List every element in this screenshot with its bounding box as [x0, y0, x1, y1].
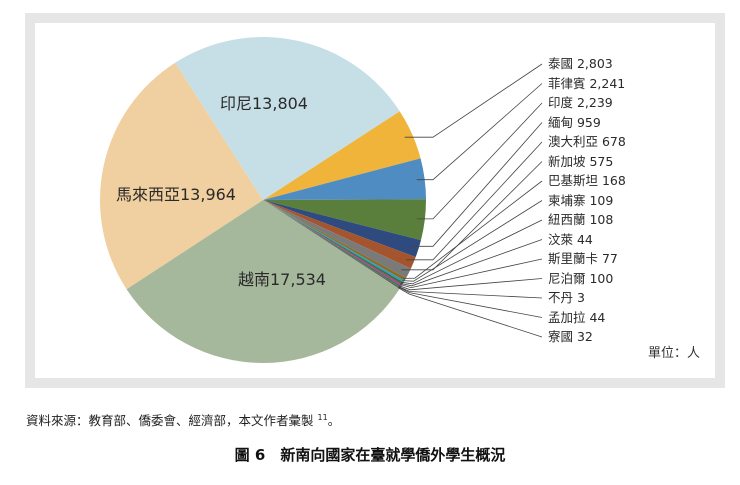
pie-slice-4	[263, 158, 426, 200]
slice-label: 孟加拉 44	[548, 309, 606, 325]
leader-line	[402, 200, 543, 282]
slice-label: 緬甸 959	[548, 114, 601, 130]
pie-slice-0	[126, 200, 400, 363]
slice-label: 菲律賓 2,241	[548, 75, 626, 91]
pie-slice-1	[100, 62, 263, 290]
leader-line	[398, 286, 543, 299]
pie-slice-11	[263, 200, 404, 285]
leader-line	[399, 278, 543, 291]
slice-inner-label: 越南17,534	[238, 270, 326, 289]
slice-label: 紐西蘭 108	[548, 212, 614, 227]
slice-label: 巴基斯坦 168	[548, 173, 626, 188]
slice-label: 新加坡 575	[548, 153, 614, 169]
figure-title: 圖 6 新南向國家在臺就學僑外學生概況	[234, 446, 506, 464]
leader-line	[404, 63, 543, 138]
footnote-ref: 11	[317, 412, 328, 422]
pie-slice-5	[263, 199, 427, 241]
slice-label: 澳大利亞 678	[548, 134, 626, 149]
slice-label: 泰國 2,803	[548, 56, 613, 71]
slice-inner-label: 馬來西亞13,964	[116, 185, 236, 204]
leader-line	[416, 83, 543, 181]
slice-label: 尼泊爾 100	[548, 270, 614, 286]
slice-inner-label: 印尼13,804	[220, 94, 308, 113]
leader-line	[397, 287, 543, 338]
pie-chart	[100, 37, 543, 363]
pie-slice-17	[263, 200, 400, 289]
leader-line	[401, 161, 543, 271]
pie-slice-13	[263, 200, 403, 287]
leader-line	[398, 286, 543, 318]
leader-line	[406, 141, 543, 261]
slice-label: 印度 2,239	[548, 95, 613, 110]
leader-line	[399, 258, 543, 289]
pie-slice-10	[263, 200, 405, 283]
pie-slice-2	[175, 37, 400, 201]
pie-slice-9	[263, 200, 407, 281]
slice-label: 不丹 3	[548, 290, 585, 305]
slice-label: 柬埔寨 109	[548, 192, 614, 208]
pie-slice-3	[263, 111, 421, 200]
leader-line	[400, 239, 543, 287]
pie-slice-7	[263, 200, 416, 269]
leader-line	[403, 180, 543, 279]
slice-label: 汶萊 44	[548, 231, 593, 247]
pie-slice-15	[263, 200, 401, 288]
pie-slice-16	[263, 200, 401, 289]
slice-label: 斯里蘭卡 77	[548, 251, 618, 266]
source-note: 資料來源：教育部、僑委會、經濟部，本文作者彙製 11。	[26, 410, 340, 429]
pie-slice-14	[263, 200, 402, 288]
leader-line	[410, 122, 543, 247]
pie-slice-12	[263, 200, 403, 285]
source-period: 。	[327, 413, 341, 428]
unit-label: 單位：人	[648, 346, 701, 361]
leader-line	[401, 219, 543, 285]
source-text: 資料來源：教育部、僑委會、經濟部，本文作者彙製	[26, 413, 314, 428]
leader-line	[416, 102, 543, 220]
pie-slice-6	[263, 200, 421, 258]
slice-label: 寮國 32	[548, 329, 593, 344]
pie-slice-8	[263, 200, 411, 279]
